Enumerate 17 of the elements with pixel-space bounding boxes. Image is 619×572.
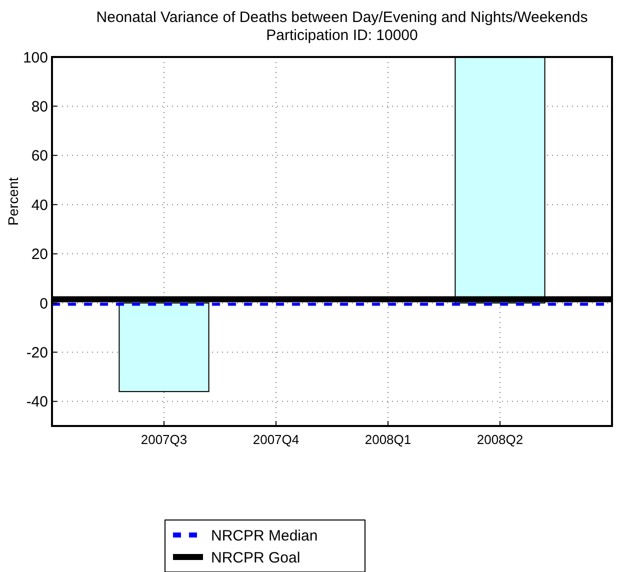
y-tick-label: 80 — [31, 98, 48, 116]
y-axis-title: Percent — [5, 177, 21, 226]
y-tick-label: 100 — [22, 49, 48, 66]
y-tick-label: -20 — [26, 344, 48, 362]
y-tick-label: 0 — [40, 295, 48, 312]
y-tick-label: 20 — [31, 246, 48, 264]
x-tick-label: 2008Q2 — [476, 432, 524, 447]
chart-title: Neonatal Variance of Deaths between Day/Evening and Nights/Weekends — [96, 9, 588, 26]
y-tick-label: 60 — [31, 148, 48, 165]
y-tick-label: 40 — [31, 196, 48, 214]
legend-label: NRCPR Median — [211, 527, 318, 544]
x-tick-label: 2008Q1 — [364, 432, 412, 447]
x-tick-label: 2007Q3 — [140, 432, 188, 447]
chart-subtitle: Participation ID: 10000 — [266, 27, 418, 44]
y-tick-label: -40 — [26, 394, 48, 411]
x-tick-label: 2007Q4 — [252, 432, 300, 447]
legend-label: NRCPR Goal — [211, 549, 300, 566]
